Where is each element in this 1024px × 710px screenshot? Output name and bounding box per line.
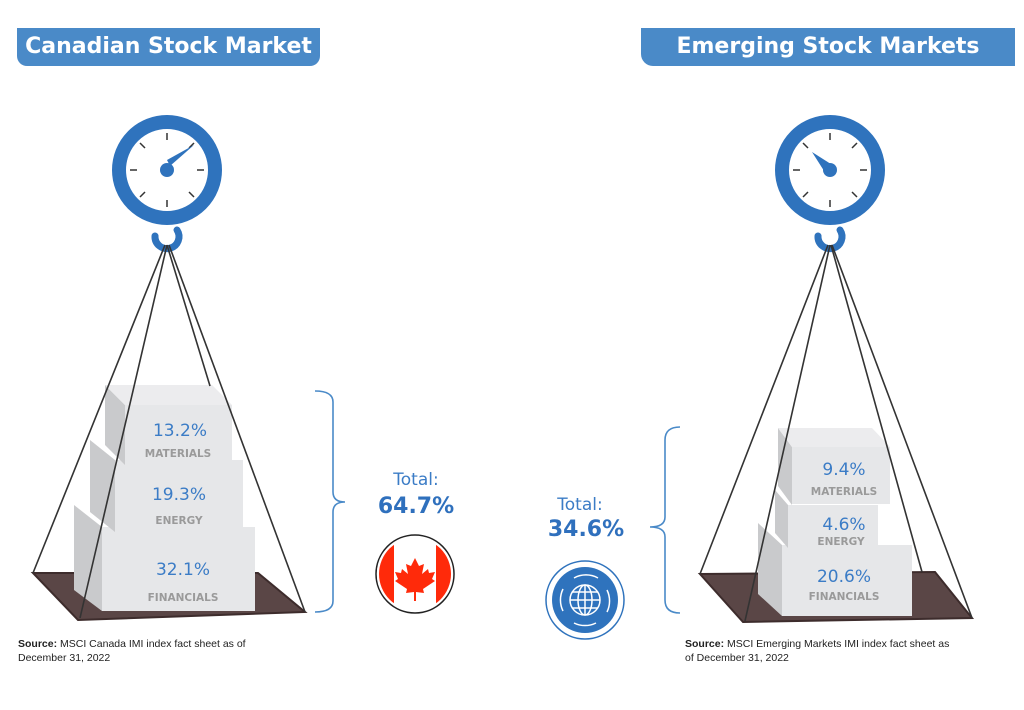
left-boxes [74, 385, 255, 611]
right-strings [699, 244, 973, 622]
left-total-value: 64.7% [378, 494, 454, 519]
right-source-text: MSCI Emerging Markets IMI index fact she… [724, 638, 950, 650]
left-strings [32, 244, 306, 619]
right-scale-icon [782, 122, 878, 249]
left-source-note: Source: MSCI Canada IMI index fact sheet… [18, 637, 298, 665]
emerging-markets-title: Emerging Stock Markets [641, 28, 1015, 66]
right-energy-label: ENERGY [817, 536, 865, 548]
right-materials-label: MATERIALS [811, 486, 877, 498]
left-scale-icon [119, 122, 215, 249]
canadian-market-title: Canadian Stock Market [17, 28, 320, 66]
right-financials-value: 20.6% [817, 567, 871, 587]
right-materials-value: 9.4% [822, 460, 865, 480]
left-financials-label: FINANCIALS [148, 592, 219, 604]
right-total-value: 34.6% [548, 517, 624, 542]
right-boxes [758, 428, 912, 616]
right-total-label: Total: [556, 495, 602, 515]
globe-icon [545, 560, 625, 640]
right-source-label: Source: [685, 638, 725, 650]
right-energy-value: 4.6% [822, 515, 865, 535]
left-total-label: Total: [392, 470, 438, 490]
left-materials-value: 13.2% [153, 421, 207, 441]
right-source-date: of December 31, 2022 [685, 652, 789, 664]
right-source-note: Source: MSCI Emerging Markets IMI index … [685, 637, 1005, 665]
right-financials-label: FINANCIALS [809, 591, 880, 603]
left-source-label: Source: [18, 638, 58, 650]
left-financials-value: 32.1% [156, 560, 210, 580]
left-energy-label: ENERGY [155, 515, 203, 527]
right-brace [649, 426, 681, 614]
left-materials-label: MATERIALS [145, 448, 211, 460]
left-energy-value: 19.3% [152, 485, 206, 505]
left-source-text: MSCI Canada IMI index fact sheet as of [57, 638, 246, 650]
left-brace [314, 390, 346, 613]
left-source-date: December 31, 2022 [18, 652, 111, 664]
canada-flag-icon [375, 534, 455, 614]
